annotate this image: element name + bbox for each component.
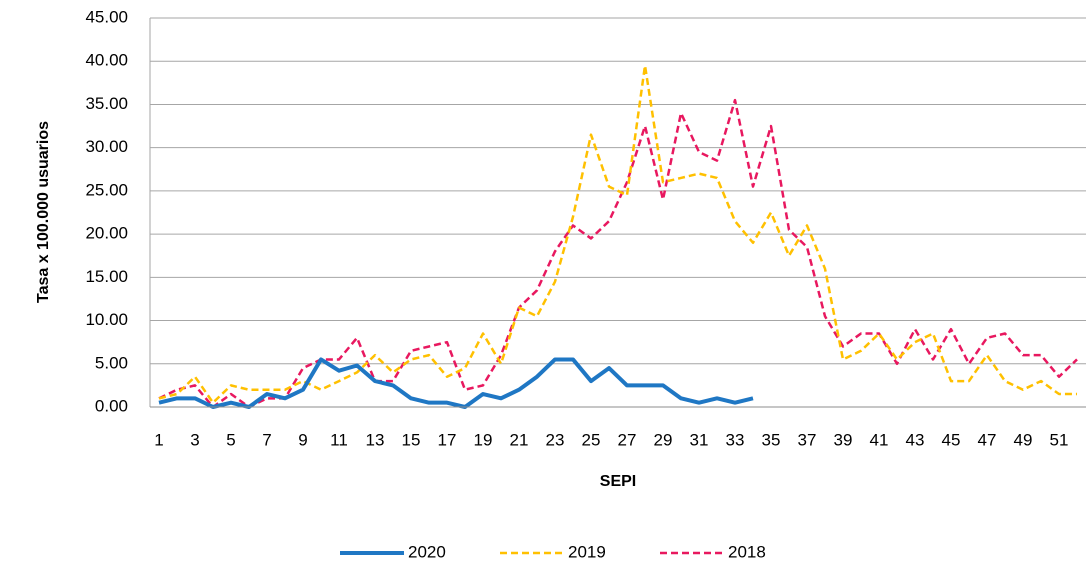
y-axis-title: Tasa x 100.000 usuarios: [35, 121, 52, 303]
x-tick-label: 45: [942, 430, 961, 449]
y-tick-label: 0.00: [95, 396, 128, 415]
x-tick-label: 27: [618, 430, 637, 449]
x-tick-label: 29: [654, 430, 673, 449]
x-tick-label: 47: [978, 430, 997, 449]
legend-label: 2019: [568, 542, 606, 561]
legend-label: 2020: [408, 542, 446, 561]
series-line: [158, 64, 1077, 404]
x-tick-label: 11: [330, 430, 348, 449]
y-tick-label: 25.00: [85, 180, 128, 199]
x-tick-label: 17: [438, 430, 457, 449]
x-tick-label: 41: [870, 430, 889, 449]
x-tick-label: 3: [190, 430, 199, 449]
x-tick-label: 33: [726, 430, 745, 449]
x-tick-label: 43: [906, 430, 925, 449]
series-line: [158, 98, 1078, 409]
x-tick-label: 15: [402, 430, 421, 449]
x-tick-label: 35: [762, 430, 781, 449]
x-tick-label: 31: [690, 430, 709, 449]
y-tick-label: 30.00: [85, 137, 128, 156]
y-tick-label: 10.00: [85, 310, 128, 329]
y-tick-label: 5.00: [95, 353, 128, 372]
x-tick-label: 19: [474, 430, 493, 449]
x-tick-label: 25: [582, 430, 601, 449]
x-tick-label: 1: [154, 430, 163, 449]
x-tick-label: 9: [298, 430, 307, 449]
y-tick-label: 35.00: [85, 94, 128, 113]
y-tick-label: 20.00: [85, 224, 128, 243]
x-tick-label: 49: [1014, 430, 1033, 449]
x-tick-label: 39: [834, 430, 853, 449]
y-tick-label: 40.00: [85, 51, 128, 70]
x-axis-title: SEPI: [600, 473, 636, 490]
y-tick-label: 15.00: [85, 267, 128, 286]
x-tick-label: 51: [1050, 430, 1069, 449]
x-tick-label: 13: [366, 430, 385, 449]
x-tick-label: 5: [226, 430, 235, 449]
x-tick-label: 21: [510, 430, 529, 449]
x-tick-label: 37: [798, 430, 817, 449]
y-tick-label: 45.00: [85, 7, 128, 26]
x-tick-label: 23: [546, 430, 565, 449]
x-tick-label: 7: [262, 430, 271, 449]
legend-label: 2018: [728, 542, 766, 561]
series-line: [158, 357, 754, 409]
